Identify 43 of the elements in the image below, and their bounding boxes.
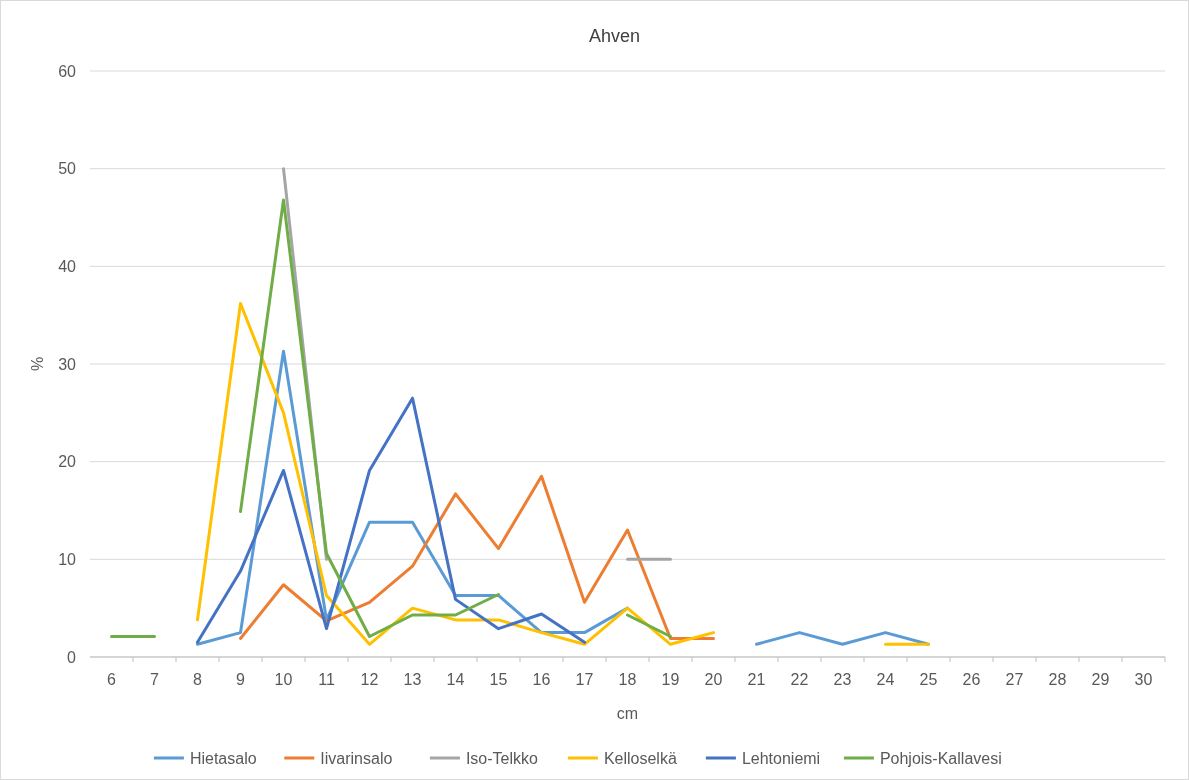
x-tick-label: 20 <box>704 671 723 688</box>
y-tick-label: 20 <box>58 453 77 471</box>
legend-label: Iso-Telkko <box>465 749 539 767</box>
x-tick-label: 16 <box>532 671 551 688</box>
line-series <box>239 474 715 640</box>
x-tick-label: 22 <box>790 671 809 688</box>
x-tick-label: 28 <box>1048 671 1067 688</box>
x-tick-label: 21 <box>747 671 766 688</box>
x-tick-label: 18 <box>618 671 637 688</box>
y-tick-label: 0 <box>67 648 77 666</box>
x-tick-label: 14 <box>446 671 465 688</box>
legend-label: Lehtoniemi <box>741 749 821 767</box>
x-tick-label: 30 <box>1134 671 1153 688</box>
x-tick-label: 25 <box>919 671 938 688</box>
legend-label: Pohjois-Kallavesi <box>879 749 1002 767</box>
y-tick-label: 10 <box>58 550 77 568</box>
legend-label: Kelloselkä <box>603 749 677 767</box>
x-tick-label: 23 <box>833 671 852 688</box>
y-tick-label: 50 <box>58 160 77 178</box>
x-tick-label: 6 <box>107 671 117 688</box>
x-tick-label: 9 <box>236 671 246 688</box>
x-tick-label: 17 <box>575 671 594 688</box>
y-tick-label: 40 <box>58 257 77 275</box>
y-tick-label: 30 <box>58 355 77 373</box>
legend-label: Iivarinsalo <box>320 749 393 767</box>
legend-label: Hietasalo <box>189 749 257 767</box>
x-tick-label: 19 <box>661 671 680 688</box>
x-tick-label: 12 <box>360 671 379 688</box>
y-axis-title: % <box>29 356 46 372</box>
x-axis-title: cm <box>616 705 639 722</box>
x-tick-label: 29 <box>1091 671 1110 688</box>
y-tick-label: 60 <box>58 62 77 80</box>
x-tick-label: 27 <box>1005 671 1024 688</box>
x-tick-label: 11 <box>318 671 335 688</box>
x-tick-label: 24 <box>876 671 895 688</box>
x-tick-label: 26 <box>962 671 981 688</box>
x-tick-label: 8 <box>193 671 203 688</box>
x-tick-label: 15 <box>489 671 508 688</box>
x-tick-label: 13 <box>403 671 422 688</box>
x-tick-label: 7 <box>150 671 160 688</box>
x-tick-label: 10 <box>274 671 293 688</box>
chart-title: Ahven <box>588 26 641 46</box>
line-series <box>196 396 586 644</box>
